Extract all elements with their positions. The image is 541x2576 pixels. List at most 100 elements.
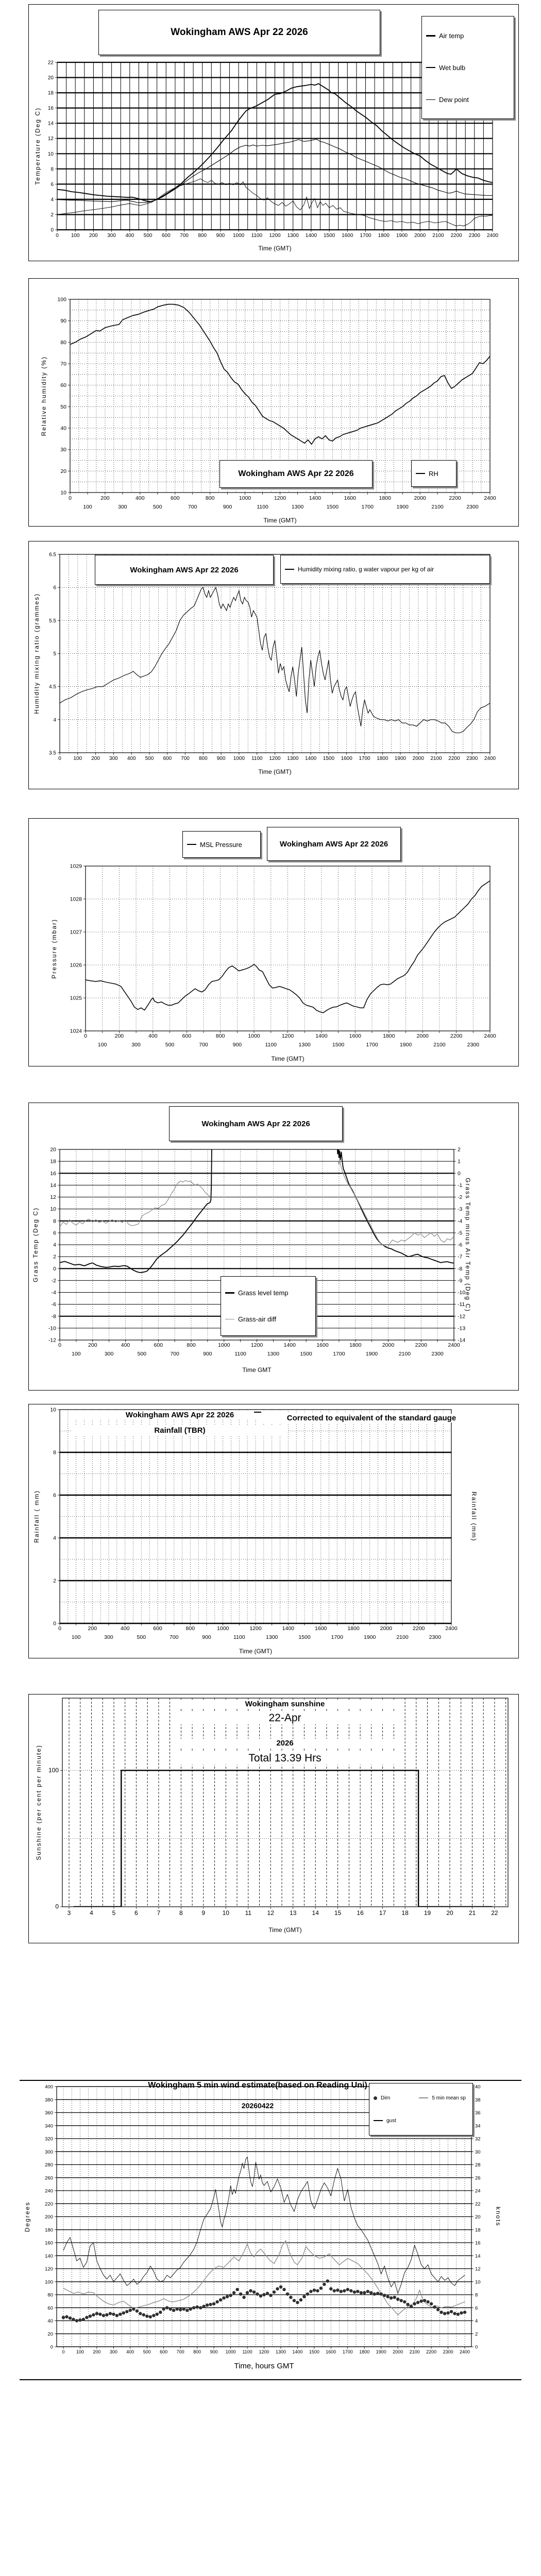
svg-text:10: 10 — [223, 1909, 230, 1917]
svg-text:1300: 1300 — [287, 756, 299, 761]
svg-text:2300: 2300 — [429, 1634, 442, 1640]
svg-text:40: 40 — [475, 2084, 481, 2090]
svg-text:0: 0 — [62, 2349, 64, 2354]
svg-text:-11: -11 — [458, 1301, 465, 1308]
svg-text:2000: 2000 — [417, 1033, 429, 1039]
svg-text:6: 6 — [475, 2306, 478, 2311]
legend-item-dew-point: Dew point — [426, 96, 510, 104]
svg-text:0: 0 — [53, 1621, 56, 1627]
svg-text:2100: 2100 — [399, 1351, 411, 1357]
svg-text:200: 200 — [115, 1033, 124, 1039]
svg-text:1028: 1028 — [70, 896, 82, 903]
svg-text:2300: 2300 — [469, 233, 481, 239]
svg-text:1000: 1000 — [239, 495, 251, 501]
svg-text:50: 50 — [60, 404, 66, 410]
svg-text:1027: 1027 — [70, 929, 82, 936]
svg-text:700: 700 — [180, 233, 189, 239]
svg-text:600: 600 — [171, 495, 180, 501]
rh-title: Wokingham AWS Apr 22 2026 — [219, 460, 373, 488]
sun-title-2: 2026 — [172, 1739, 398, 1748]
svg-text:1300: 1300 — [266, 1634, 278, 1640]
svg-text:3: 3 — [67, 1909, 71, 1917]
svg-text:2400: 2400 — [484, 1033, 496, 1039]
svg-text:1900: 1900 — [364, 1634, 376, 1640]
svg-text:1600: 1600 — [342, 233, 353, 239]
svg-text:-8: -8 — [458, 1266, 462, 1272]
svg-text:2000: 2000 — [414, 233, 426, 239]
svg-text:0: 0 — [50, 228, 54, 233]
svg-text:600: 600 — [154, 1342, 163, 1348]
svg-text:700: 700 — [170, 1634, 179, 1640]
svg-text:2: 2 — [50, 212, 54, 218]
sun-plot: 3 4 5 6 7 8 9 10 11 12 13 14 15 16 17 18 19 20 21 22 0 100 — [48, 1698, 509, 1917]
legend-label: RH — [429, 469, 438, 478]
svg-text:1100: 1100 — [234, 1351, 246, 1357]
svg-text:14: 14 — [312, 1909, 319, 1917]
svg-text:60: 60 — [60, 382, 66, 388]
svg-text:1500: 1500 — [327, 504, 339, 510]
svg-text:2400: 2400 — [484, 495, 496, 501]
svg-text:8: 8 — [53, 1450, 56, 1456]
svg-text:10: 10 — [48, 151, 54, 157]
svg-text:1500: 1500 — [324, 233, 335, 239]
svg-text:38: 38 — [475, 2097, 481, 2103]
svg-text:36: 36 — [475, 2110, 481, 2116]
svg-text:-6: -6 — [52, 1301, 56, 1308]
svg-text:500: 500 — [144, 233, 153, 239]
svg-text:1500: 1500 — [298, 1634, 311, 1640]
svg-text:22: 22 — [491, 1909, 498, 1917]
svg-text:1200: 1200 — [282, 1033, 294, 1039]
svg-text:1900: 1900 — [366, 1351, 378, 1357]
svg-text:2000: 2000 — [393, 2349, 403, 2354]
svg-text:1900: 1900 — [395, 756, 407, 761]
legend-item-msl-pressure: MSL Pressure — [187, 841, 256, 849]
svg-text:300: 300 — [107, 233, 116, 239]
pressure-xlabel: Time (GMT) — [271, 1055, 305, 1062]
svg-text:900: 900 — [233, 1042, 242, 1048]
legend-item-humidity-mixing-ratio-g-water-vapour-per-kg-of-air: Humidity mixing ratio, g water vapour pe… — [285, 566, 485, 573]
svg-text:0: 0 — [84, 1033, 87, 1039]
svg-text:2100: 2100 — [432, 233, 444, 239]
svg-text:11: 11 — [245, 1909, 252, 1917]
line-marker-icon — [374, 2120, 383, 2121]
rain-ylabel-right: Rainfall (mm) — [470, 1491, 478, 1542]
svg-text:1000: 1000 — [248, 1033, 260, 1039]
wind-title: Wokingham 5 min wind estimate(based on R… — [148, 2081, 367, 2090]
svg-text:2400: 2400 — [460, 2349, 470, 2354]
svg-text:20: 20 — [475, 2214, 481, 2220]
svg-text:20: 20 — [446, 1909, 453, 1917]
svg-text:700: 700 — [181, 756, 190, 761]
svg-text:-8: -8 — [52, 1313, 56, 1319]
svg-text:0: 0 — [458, 1171, 461, 1177]
legend-item-grass-air-diff: Grass-air diff — [225, 1315, 311, 1323]
rain-ylabel: Rainfall ( mm) — [33, 1490, 40, 1543]
svg-text:0: 0 — [58, 756, 61, 761]
svg-text:1200: 1200 — [249, 1625, 262, 1632]
line-marker-icon — [419, 2097, 429, 2099]
grass-legend: Grass level temp Grass-air diff — [221, 1276, 316, 1336]
svg-text:12: 12 — [50, 1194, 56, 1200]
svg-text:220: 220 — [45, 2201, 53, 2207]
svg-text:2000: 2000 — [382, 1342, 395, 1348]
svg-text:-2: -2 — [52, 1278, 56, 1284]
svg-text:1700: 1700 — [362, 504, 374, 510]
svg-text:240: 240 — [45, 2189, 53, 2194]
chart-relative-humidity: 0 100 200 300 400 500 600 700 800 900 1000 1100 1200… — [28, 278, 519, 527]
svg-text:1800: 1800 — [359, 2349, 369, 2354]
svg-text:600: 600 — [160, 2349, 167, 2354]
svg-text:2000: 2000 — [414, 495, 427, 501]
svg-text:32: 32 — [475, 2137, 481, 2142]
svg-text:700: 700 — [177, 2349, 184, 2354]
svg-text:160: 160 — [45, 2241, 53, 2246]
svg-text:6: 6 — [53, 585, 56, 591]
svg-text:360: 360 — [45, 2110, 53, 2116]
svg-text:-4: -4 — [52, 1290, 56, 1296]
wind-subtitle: 20260422 — [241, 2102, 274, 2110]
svg-text:2400: 2400 — [484, 756, 496, 761]
svg-text:6: 6 — [50, 182, 54, 188]
svg-text:1400: 1400 — [284, 1342, 296, 1348]
sun-ylabel: Sunshine (per cent per minute) — [35, 1744, 42, 1860]
svg-text:6: 6 — [53, 1493, 56, 1499]
grass-xlabel: Time GMT — [242, 1366, 272, 1374]
wind-ylabel-right: knots — [495, 2207, 502, 2227]
